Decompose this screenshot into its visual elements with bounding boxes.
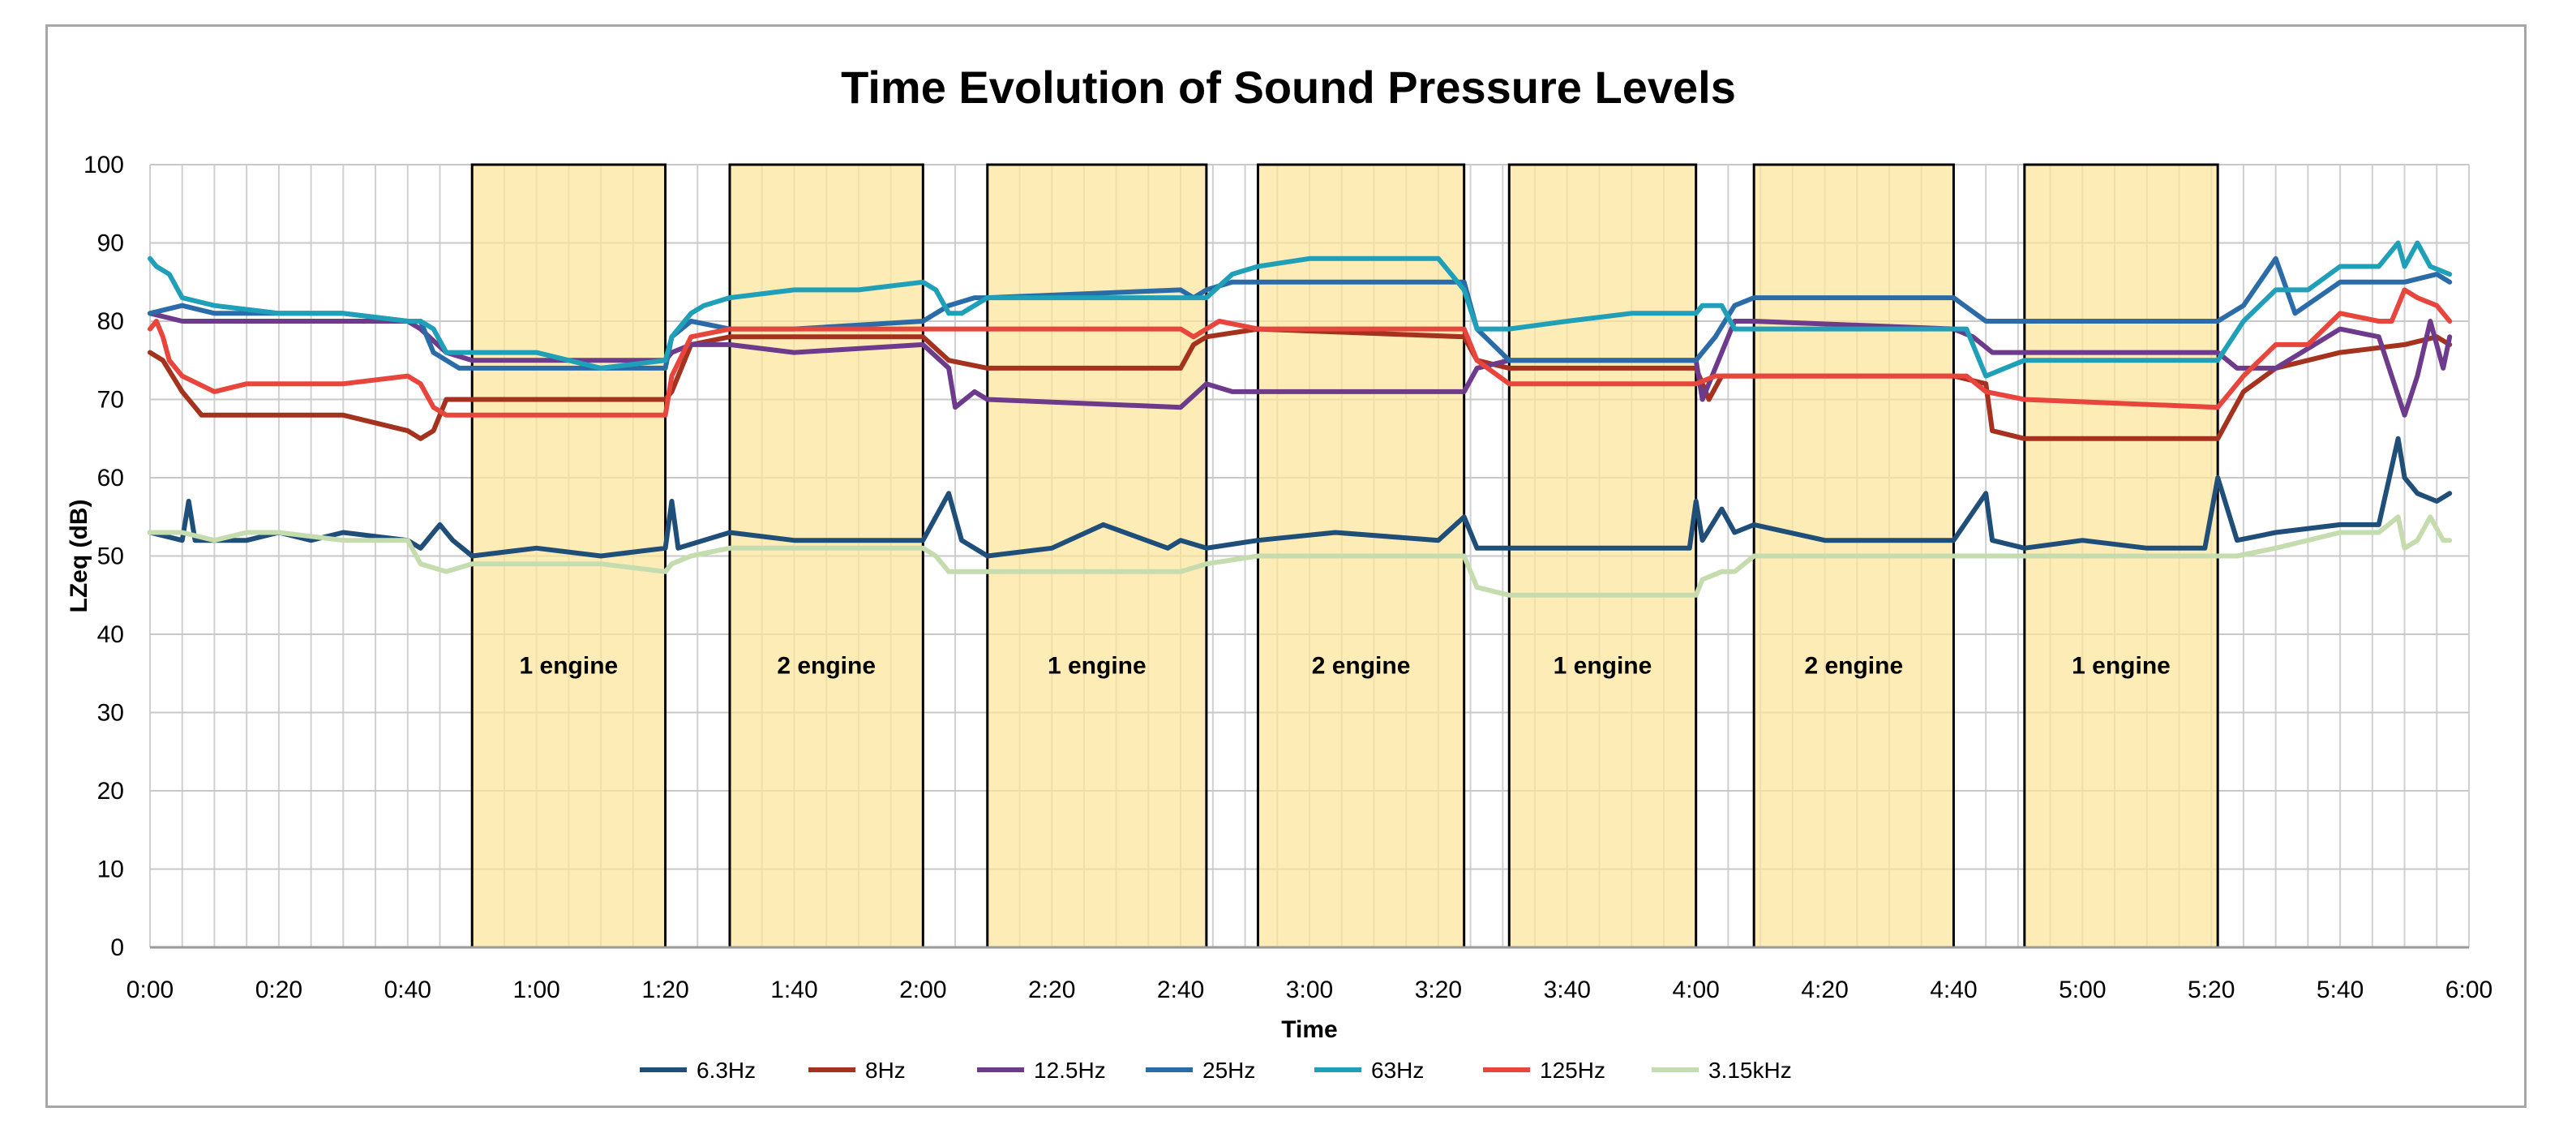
x-tick-label: 6:00 bbox=[2445, 977, 2492, 1003]
y-tick-label: 80 bbox=[97, 308, 124, 335]
chart-canvas: Time Evolution of Sound Pressure Levels … bbox=[66, 62, 2492, 1083]
band-label: 2 engine bbox=[1804, 652, 1903, 679]
engine-band bbox=[728, 163, 924, 949]
x-tick-label: 1:20 bbox=[641, 977, 688, 1003]
y-tick-label: 60 bbox=[97, 465, 124, 492]
x-tick-label: 0:40 bbox=[384, 977, 431, 1003]
y-tick-label: 30 bbox=[97, 700, 124, 727]
series-line bbox=[148, 255, 2453, 371]
band-label: 1 engine bbox=[2072, 652, 2171, 679]
series-line bbox=[148, 240, 2453, 379]
engine-bands bbox=[470, 163, 2219, 949]
x-tick-labels: 0:00 0:20 0:40 1:00 1:20 1:40 2:00 2:20 2:40 3:00… bbox=[126, 977, 2492, 1003]
x-tick-label: 3:20 bbox=[1415, 977, 1462, 1003]
y-tick-label: 20 bbox=[97, 778, 124, 805]
x-tick-label: 5:40 bbox=[2317, 977, 2364, 1003]
x-tick-label: 3:00 bbox=[1286, 977, 1333, 1003]
y-axis-label: LZeq (dB) bbox=[66, 500, 92, 613]
band-label: 2 engine bbox=[1312, 652, 1411, 679]
y-tick-label: 90 bbox=[97, 230, 124, 257]
x-tick-label: 4:40 bbox=[1930, 977, 1977, 1003]
series-line bbox=[148, 287, 2453, 418]
y-tick-label: 10 bbox=[97, 856, 124, 883]
x-axis-label: Time bbox=[1281, 1016, 1337, 1043]
legend-label: 8Hz bbox=[865, 1058, 906, 1083]
x-tick-label: 5:20 bbox=[2188, 977, 2235, 1003]
legend-label: 125Hz bbox=[1540, 1058, 1605, 1083]
y-tick-label: 70 bbox=[97, 387, 124, 414]
band-label: 1 engine bbox=[1048, 652, 1147, 679]
legend: 6.3Hz 8Hz 12.5Hz 25Hz 63Hz 125Hz 3.15kHz bbox=[640, 1058, 1792, 1083]
band-label: 1 engine bbox=[1554, 652, 1652, 679]
engine-band bbox=[1507, 163, 1698, 949]
band-labels: 1 engine 2 engine 1 engine 2 engine 1 engine… bbox=[520, 652, 2171, 679]
y-tick-labels: 0 10 20 30 40 50 60 70 80 90 100 bbox=[84, 152, 124, 961]
x-tick-label: 0:20 bbox=[255, 977, 302, 1003]
x-tick-label: 4:00 bbox=[1672, 977, 1719, 1003]
band-label: 2 engine bbox=[777, 652, 876, 679]
y-tick-label: 50 bbox=[97, 543, 124, 570]
legend-label: 25Hz bbox=[1202, 1058, 1255, 1083]
x-tick-label: 4:20 bbox=[1801, 977, 1848, 1003]
legend-label: 3.15kHz bbox=[1708, 1058, 1792, 1083]
legend-label: 12.5Hz bbox=[1034, 1058, 1106, 1083]
x-tick-label: 2:00 bbox=[899, 977, 946, 1003]
x-tick-label: 1:00 bbox=[512, 977, 559, 1003]
chart-title: Time Evolution of Sound Pressure Levels bbox=[841, 62, 1736, 113]
x-tick-label: 1:40 bbox=[770, 977, 817, 1003]
x-tick-label: 2:20 bbox=[1028, 977, 1075, 1003]
legend-label: 6.3Hz bbox=[697, 1058, 756, 1083]
x-tick-label: 5:00 bbox=[2059, 977, 2106, 1003]
legend-label: 63Hz bbox=[1371, 1058, 1424, 1083]
series-line bbox=[148, 514, 2453, 598]
chart-frame: Time Evolution of Sound Pressure Levels … bbox=[45, 24, 2527, 1108]
x-tick-label: 0:00 bbox=[126, 977, 174, 1003]
y-tick-label: 0 bbox=[110, 934, 124, 961]
engine-band bbox=[986, 163, 1208, 949]
engine-band bbox=[470, 163, 667, 949]
band-label: 1 engine bbox=[520, 652, 619, 679]
series-lines bbox=[148, 240, 2453, 598]
series-line bbox=[148, 436, 2453, 559]
y-tick-label: 40 bbox=[97, 621, 124, 648]
x-tick-label: 3:40 bbox=[1544, 977, 1591, 1003]
y-tick-label: 100 bbox=[84, 152, 124, 178]
x-tick-label: 2:40 bbox=[1157, 977, 1204, 1003]
series-line bbox=[148, 326, 2453, 441]
